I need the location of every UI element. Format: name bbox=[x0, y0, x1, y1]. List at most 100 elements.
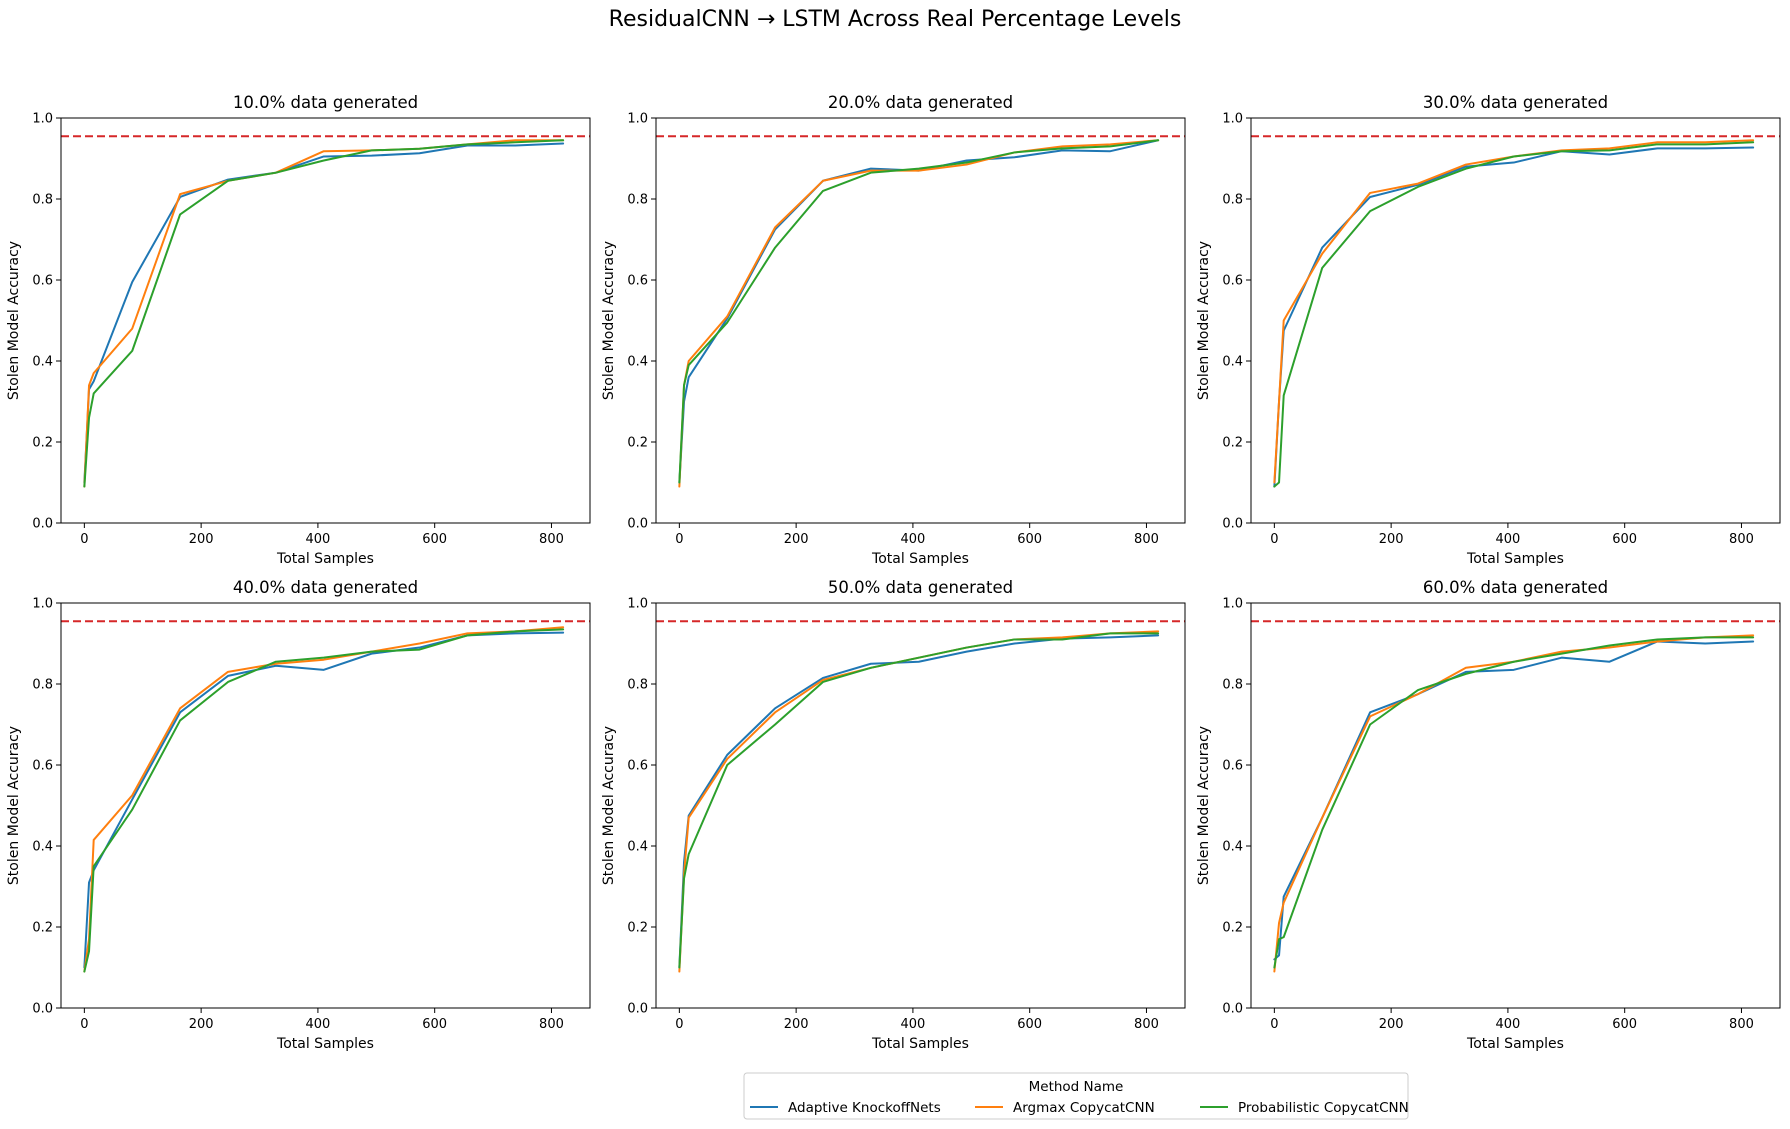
subplot: 40.0% data generated 0 200 400 600 800 0.0 0.2 0… bbox=[6, 578, 591, 1052]
axes-frame bbox=[60, 117, 591, 524]
x-axis-label: Total Samples bbox=[276, 551, 374, 567]
x-tick-label: 200 bbox=[189, 532, 214, 547]
y-tick-label: 0.0 bbox=[32, 517, 53, 532]
series-line bbox=[678, 630, 1160, 973]
subplot-grid: 10.0% data generated 0 200 400 600 800 0.0 0.2 0… bbox=[6, 93, 1781, 1052]
x-tick-label: 400 bbox=[1495, 532, 1520, 547]
y-tick-label: 0.2 bbox=[32, 436, 53, 451]
x-tick-label: 600 bbox=[1017, 532, 1042, 547]
legend-label: Adaptive KnockoffNets bbox=[788, 1100, 941, 1116]
figure-title: ResidualCNN → LSTM Across Real Percentag… bbox=[609, 7, 1182, 32]
y-tick-label: 0.6 bbox=[627, 274, 648, 289]
y-tick-label: 0.4 bbox=[627, 355, 648, 370]
series-line bbox=[1273, 640, 1755, 961]
series-line bbox=[83, 139, 565, 488]
series-line bbox=[83, 631, 565, 969]
y-axis-label: Stolen Model Accuracy bbox=[601, 241, 617, 400]
subplot-title: 30.0% data generated bbox=[1423, 93, 1608, 112]
y-tick-label: 1.0 bbox=[32, 597, 53, 612]
y-tick-label: 0.8 bbox=[1222, 678, 1243, 693]
legend-label: Argmax CopycatCNN bbox=[1013, 1100, 1155, 1116]
subplot: 60.0% data generated 0 200 400 600 800 0.0 0.2 0… bbox=[1196, 578, 1781, 1052]
y-tick-label: 0.6 bbox=[1222, 274, 1243, 289]
y-tick-label: 0.8 bbox=[627, 678, 648, 693]
y-tick-label: 0.2 bbox=[627, 921, 648, 936]
series-line bbox=[1273, 634, 1755, 973]
subplot-title: 60.0% data generated bbox=[1423, 578, 1608, 597]
y-tick-label: 1.0 bbox=[627, 597, 648, 612]
y-tick-label: 0.8 bbox=[1222, 193, 1243, 208]
y-tick-label: 0.0 bbox=[32, 1002, 53, 1017]
y-tick-label: 0.4 bbox=[627, 840, 648, 855]
x-tick-label: 0 bbox=[1270, 532, 1278, 547]
x-tick-label: 400 bbox=[900, 1017, 925, 1032]
axes-frame bbox=[60, 602, 591, 1009]
y-axis-label: Stolen Model Accuracy bbox=[601, 726, 617, 885]
x-tick-label: 400 bbox=[900, 532, 925, 547]
axes-frame bbox=[1250, 117, 1781, 524]
y-tick-label: 0.4 bbox=[32, 355, 53, 370]
x-tick-label: 200 bbox=[784, 532, 809, 547]
y-tick-label: 0.8 bbox=[32, 193, 53, 208]
x-tick-label: 0 bbox=[80, 1017, 88, 1032]
x-tick-label: 600 bbox=[1612, 532, 1637, 547]
x-tick-label: 800 bbox=[1134, 532, 1159, 547]
x-tick-label: 600 bbox=[1017, 1017, 1042, 1032]
x-tick-label: 400 bbox=[305, 1017, 330, 1032]
y-tick-label: 0.2 bbox=[627, 436, 648, 451]
y-axis-label: Stolen Model Accuracy bbox=[6, 241, 22, 400]
y-tick-label: 0.2 bbox=[1222, 436, 1243, 451]
y-axis-label: Stolen Model Accuracy bbox=[1196, 726, 1212, 885]
legend-label: Probabilistic CopycatCNN bbox=[1238, 1100, 1409, 1116]
y-tick-label: 0.0 bbox=[1222, 517, 1243, 532]
legend: Method Name Adaptive KnockoffNets Argmax … bbox=[743, 1072, 1409, 1120]
series-line bbox=[678, 139, 1160, 488]
x-tick-label: 400 bbox=[1495, 1017, 1520, 1032]
x-tick-label: 800 bbox=[1134, 1017, 1159, 1032]
axes-frame bbox=[1250, 602, 1781, 1009]
subplot-title: 40.0% data generated bbox=[233, 578, 418, 597]
subplot-title: 50.0% data generated bbox=[828, 578, 1013, 597]
y-tick-label: 0.6 bbox=[32, 759, 53, 774]
y-tick-label: 0.0 bbox=[1222, 1002, 1243, 1017]
series-line bbox=[678, 634, 1160, 969]
y-tick-label: 0.4 bbox=[32, 840, 53, 855]
y-tick-label: 0.6 bbox=[627, 759, 648, 774]
series-line bbox=[1273, 636, 1755, 969]
x-tick-label: 800 bbox=[539, 532, 564, 547]
series-line bbox=[1273, 139, 1755, 484]
x-tick-label: 600 bbox=[422, 532, 447, 547]
x-tick-label: 800 bbox=[1729, 1017, 1754, 1032]
x-axis-label: Total Samples bbox=[871, 1036, 969, 1052]
subplot: 20.0% data generated 0 200 400 600 800 0.0 0.2 0… bbox=[601, 93, 1186, 567]
x-axis-label: Total Samples bbox=[1466, 1036, 1564, 1052]
subplot: 50.0% data generated 0 200 400 600 800 0.0 0.2 0… bbox=[601, 578, 1186, 1052]
x-tick-label: 600 bbox=[1612, 1017, 1637, 1032]
y-tick-label: 1.0 bbox=[1222, 597, 1243, 612]
y-tick-label: 0.2 bbox=[32, 921, 53, 936]
x-tick-label: 0 bbox=[675, 532, 683, 547]
x-axis-label: Total Samples bbox=[1466, 551, 1564, 567]
x-tick-label: 600 bbox=[422, 1017, 447, 1032]
x-tick-label: 0 bbox=[675, 1017, 683, 1032]
series-line bbox=[678, 139, 1160, 484]
x-axis-label: Total Samples bbox=[276, 1036, 374, 1052]
series-line bbox=[678, 139, 1160, 484]
legend-title: Method Name bbox=[1029, 1079, 1124, 1095]
x-tick-label: 800 bbox=[1729, 532, 1754, 547]
y-tick-label: 0.8 bbox=[32, 678, 53, 693]
x-tick-label: 200 bbox=[1379, 532, 1404, 547]
y-tick-label: 0.6 bbox=[32, 274, 53, 289]
series-line bbox=[83, 628, 565, 973]
y-tick-label: 0.4 bbox=[1222, 840, 1243, 855]
x-tick-label: 200 bbox=[189, 1017, 214, 1032]
y-tick-label: 0.6 bbox=[1222, 759, 1243, 774]
series-line bbox=[678, 632, 1160, 969]
legend-entries: Adaptive KnockoffNets Argmax CopycatCNN Pr… bbox=[750, 1100, 1409, 1116]
legend-frame bbox=[743, 1072, 1409, 1120]
y-tick-label: 0.0 bbox=[627, 517, 648, 532]
series-line bbox=[1273, 141, 1755, 488]
x-tick-label: 0 bbox=[1270, 1017, 1278, 1032]
subplot: 10.0% data generated 0 200 400 600 800 0.0 0.2 0… bbox=[6, 93, 591, 567]
